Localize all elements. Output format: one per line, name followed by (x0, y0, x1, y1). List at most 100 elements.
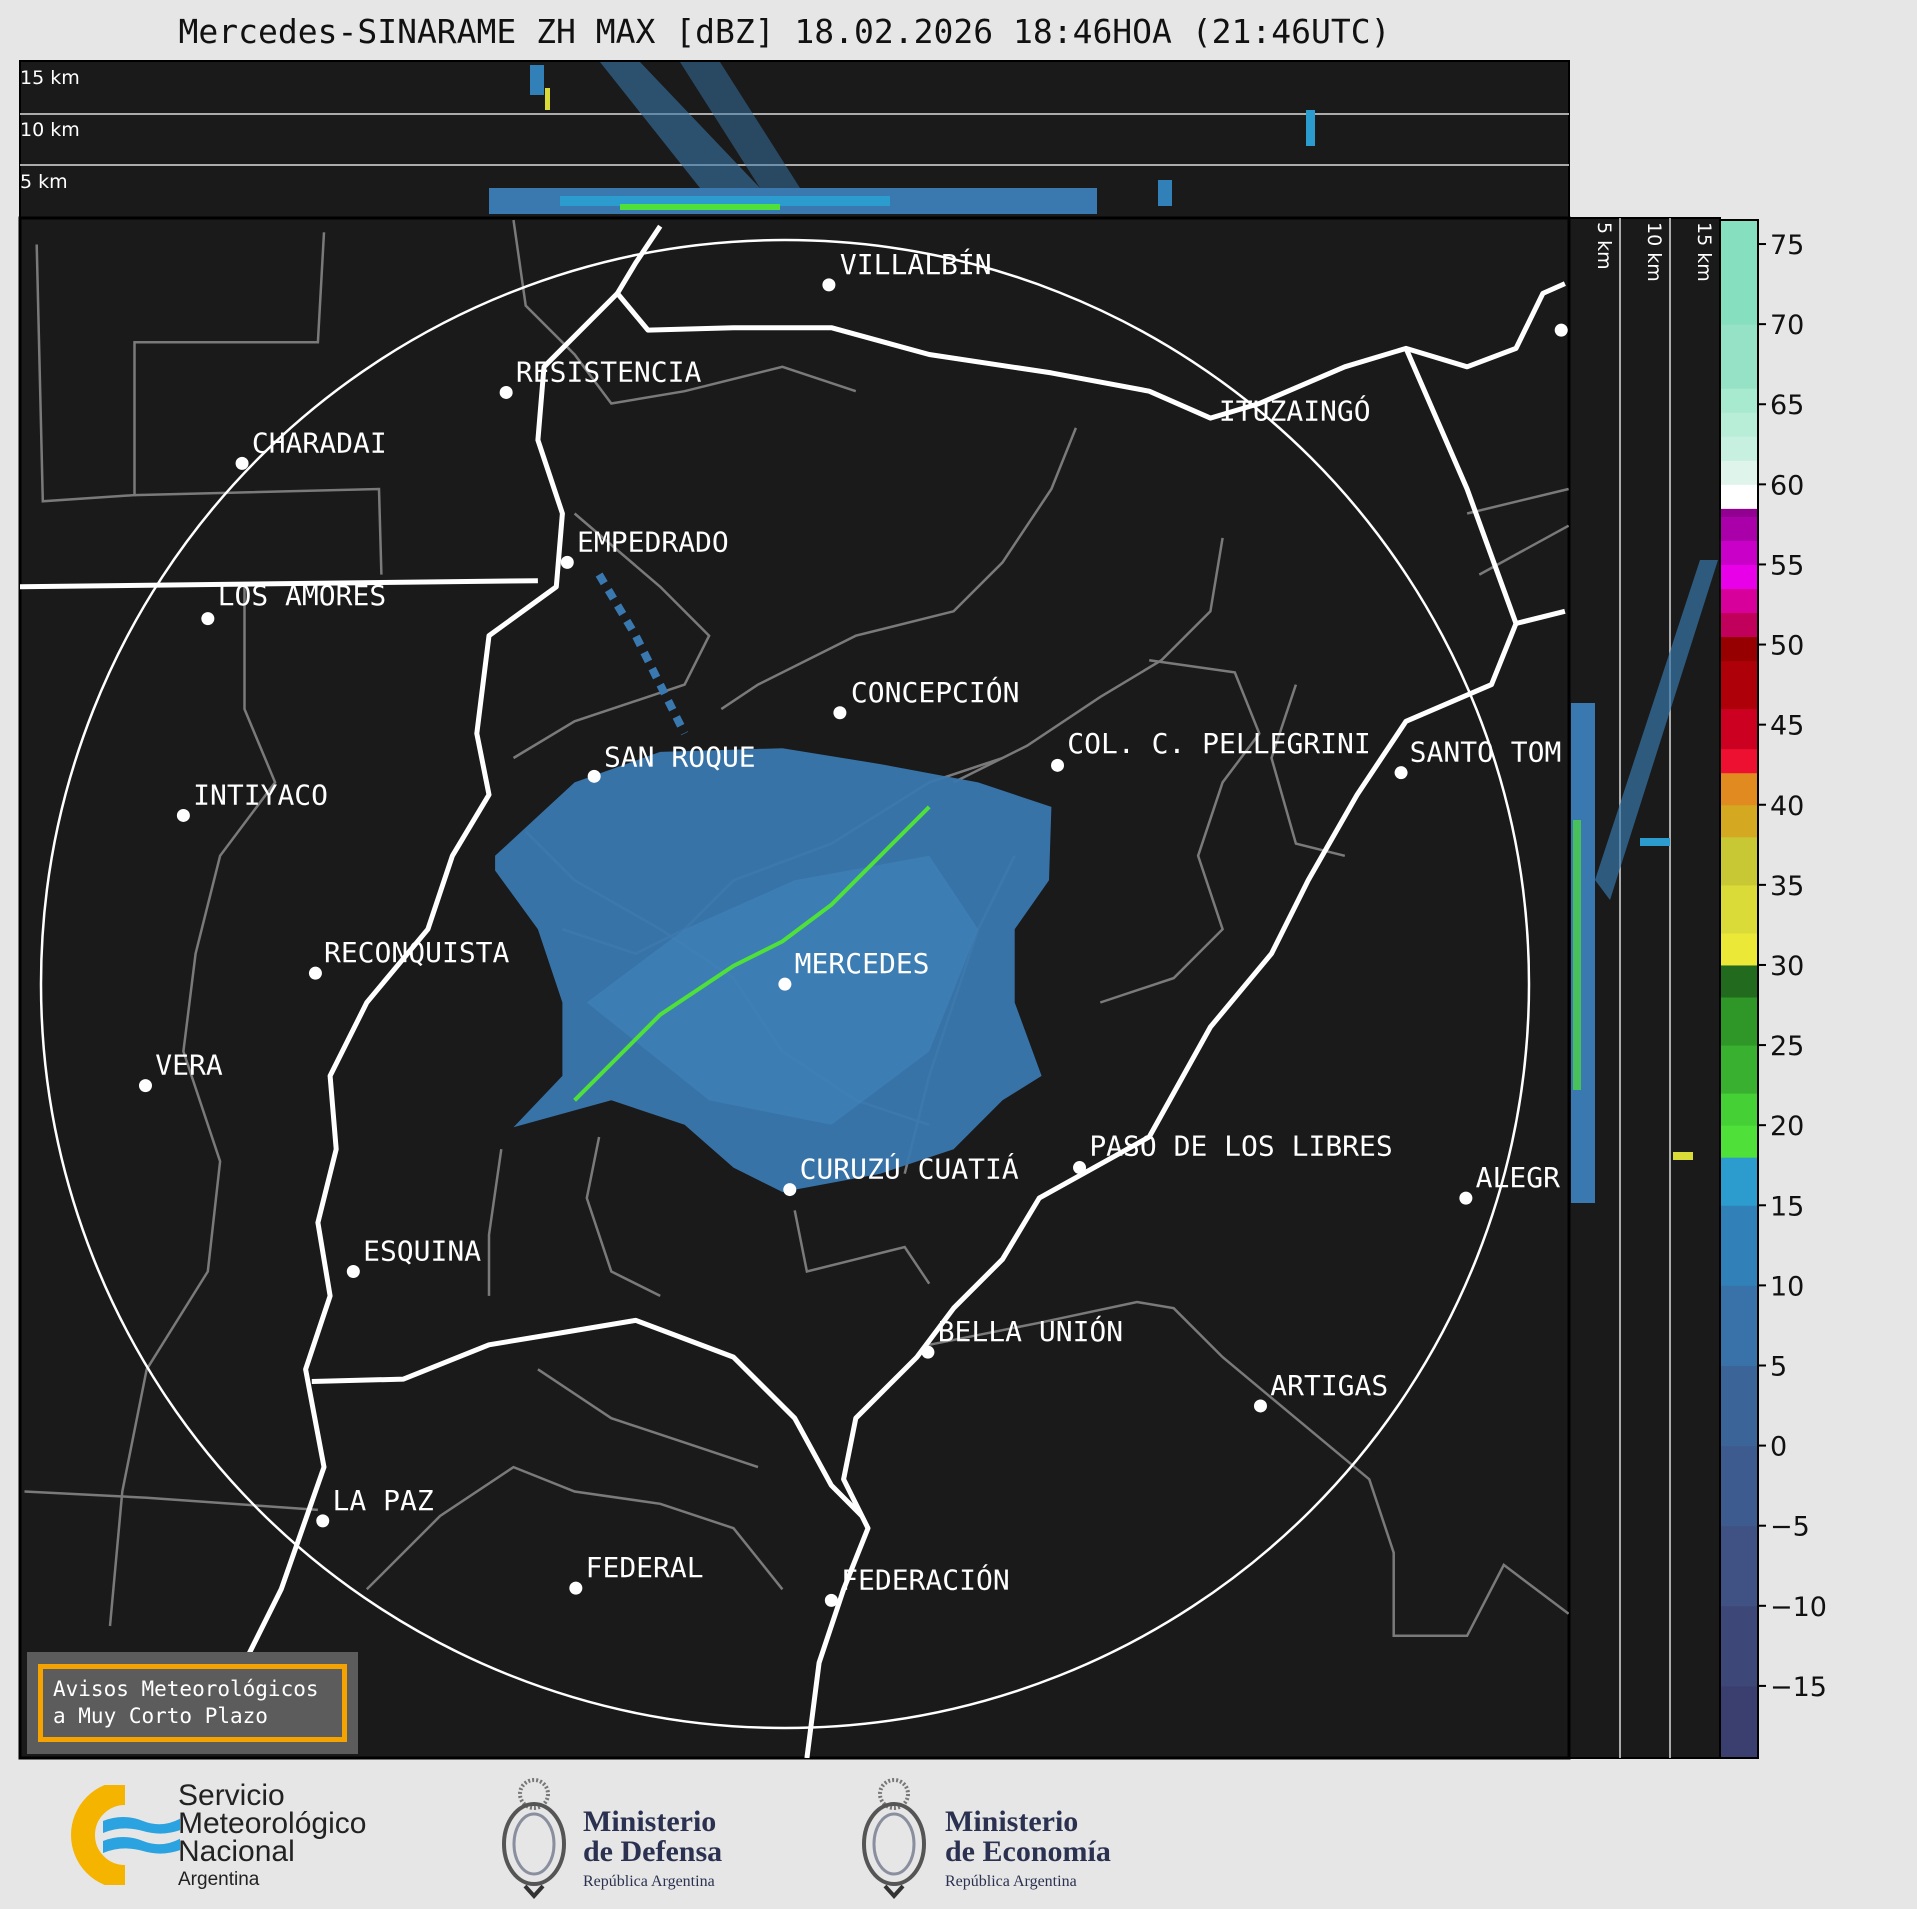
colorbar-band (1720, 540, 1758, 565)
city-label: BELLA UNIÓN (938, 1314, 1123, 1348)
smn-logo-text: Servicio Meteorológico Nacional Argentin… (178, 1781, 367, 1894)
height-label: 5 km (20, 171, 68, 193)
warning-line-1: Avisos Meteorológicos (53, 1677, 319, 1701)
city-marker (1051, 758, 1065, 772)
colorbar-band (1720, 412, 1758, 437)
province-border (35, 232, 326, 503)
colorbar-band (1720, 1093, 1758, 1126)
city-marker (783, 1183, 797, 1197)
colorbar-tick-label: 50 (1770, 631, 1804, 662)
city-label: SAN ROQUE (604, 741, 756, 774)
city-label: COL. C. PELLEGRINI (1067, 727, 1370, 760)
profile-echo-isolated (1158, 180, 1172, 206)
colorbar-band (1720, 1685, 1758, 1759)
colorbar-tick-label: 65 (1770, 390, 1804, 421)
profile-echo-streak (680, 62, 800, 188)
city-label: ESQUINA (363, 1234, 481, 1267)
logo-text: República Argentina (583, 1873, 715, 1890)
colorbar-band (1720, 1285, 1758, 1366)
logo-text: Argentina (178, 1869, 260, 1890)
major-border (230, 291, 620, 1689)
city-marker (346, 1264, 360, 1278)
profile-echo-core (560, 196, 890, 206)
colorbar-band (1720, 772, 1758, 806)
profile-echo-yellow (545, 88, 550, 110)
city-label: LOS AMORES (218, 579, 387, 612)
city-marker (778, 977, 792, 991)
city-label: VERA (155, 1049, 223, 1082)
city-label: SANTO TOM (1410, 736, 1562, 769)
province-border (720, 427, 1078, 711)
colorbar-tick-label: 70 (1770, 310, 1804, 341)
colorbar-band (1720, 460, 1758, 485)
logo-text: Meteorológico (178, 1807, 367, 1840)
radar-echo-core (586, 855, 979, 1125)
profile-echo-top (530, 65, 544, 95)
colorbar-tick-label: 55 (1770, 550, 1804, 581)
colorbar: −15 −10 −5 0 5 10 15 20 25 30 35 40 45 50 55 60 65 70 75 (1719, 219, 1827, 1759)
city-marker (235, 456, 249, 470)
city-label: CONCEPCIÓN (851, 675, 1020, 709)
colorbar-band (1720, 932, 1758, 966)
colorbar-band (1720, 516, 1758, 541)
province-border (512, 219, 857, 405)
colorbar-band (1720, 1125, 1758, 1158)
colorbar-band (1720, 564, 1758, 589)
coat-of-arms-icon (502, 1778, 566, 1899)
major-border (614, 224, 1566, 421)
province-border (134, 487, 383, 575)
city-marker (833, 706, 847, 720)
range-ring (39, 238, 1531, 1730)
colorbar-band (1720, 636, 1758, 662)
colorbar-band (1720, 1445, 1758, 1527)
economia-logo-text: Ministerio de Economía República Argenti… (945, 1807, 1111, 1897)
colorbar-tick-label: 60 (1770, 470, 1804, 501)
city-label: RESISTENCIA (516, 355, 702, 388)
city-label: PASO DE LOS LIBRES (1089, 1129, 1392, 1162)
city-label: ITUZAINGÓ (1219, 394, 1371, 428)
warning-box[interactable]: Avisos Meteorológicos a Muy Corto Plazo (27, 1652, 358, 1754)
colorbar-band (1720, 708, 1758, 750)
province-border (537, 1368, 759, 1469)
colorbar-tick-label: 40 (1770, 791, 1804, 822)
city-marker (1253, 1399, 1267, 1413)
height-label: 5 km (1593, 222, 1615, 270)
logo-text: Nacional (178, 1835, 295, 1868)
city-marker (176, 808, 190, 822)
colorbar-band (1720, 660, 1758, 710)
city-marker (316, 1514, 330, 1528)
colorbar-tick-label: 15 (1770, 1191, 1804, 1222)
city-label: VILLALBÍN (840, 247, 992, 281)
province-border (793, 1210, 931, 1285)
colorbar-band (1720, 508, 1758, 517)
major-border (804, 622, 1519, 1758)
logo-text: Ministerio (945, 1805, 1079, 1838)
city-marker (201, 612, 215, 626)
province-border (24, 1490, 318, 1512)
height-label: 15 km (1693, 222, 1715, 282)
colorbar-band (1720, 748, 1758, 774)
colorbar-band (1720, 804, 1758, 838)
chart-title: Mercedes-SINARAME ZH MAX [dBZ] 18.02.202… (178, 12, 1391, 51)
radar-echo-strong-line (573, 805, 931, 1102)
colorbar-tick-label: 20 (1770, 1111, 1804, 1142)
colorbar-band (1720, 612, 1758, 638)
colorbar-band (1720, 484, 1758, 509)
province-border (928, 1300, 1569, 1638)
city-marker (138, 1079, 152, 1093)
city-label: FEDERAL (586, 1551, 704, 1584)
city-marker (1459, 1191, 1473, 1205)
colorbar-tick-label: −10 (1770, 1592, 1827, 1623)
city-label: ARTIGAS (1270, 1369, 1388, 1402)
radar-map[interactable]: VILLALBÍN RESISTENCIA CHARADAI ITUZAINGÓ EMP… (18, 216, 1571, 1760)
colorbar-band (1720, 388, 1758, 413)
colorbar-tick-label: −15 (1770, 1672, 1827, 1703)
city-label: MERCEDES (795, 947, 930, 980)
side-profile-streak (1595, 560, 1718, 900)
city-label: CURUZÚ CUATIÁ (800, 1152, 1019, 1186)
warning-line-2: a Muy Corto Plazo (53, 1704, 268, 1728)
logo-text: de Economía (945, 1835, 1111, 1868)
city-label: CHARADAI (252, 426, 387, 459)
city-marker (824, 1593, 838, 1607)
